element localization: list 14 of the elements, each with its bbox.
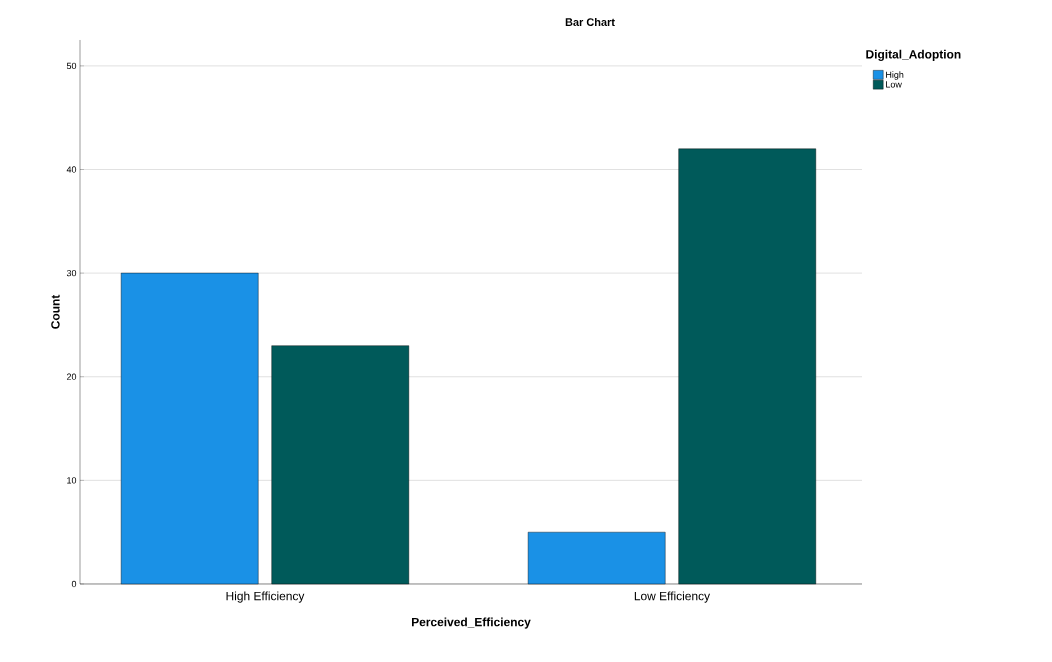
x-tick-label: High Efficiency xyxy=(226,591,305,603)
y-tick-label: 50 xyxy=(66,62,77,70)
y-tick-label: 20 xyxy=(66,373,77,380)
chart-title: Bar Chart xyxy=(565,17,615,27)
x-tick-label: Low Efficiency xyxy=(634,591,711,603)
y-tick-label: 40 xyxy=(66,166,77,173)
x-axis-title: Perceived_Efficiency xyxy=(412,617,531,629)
y-axis-title: Count xyxy=(51,294,60,329)
y-tick-label: 0 xyxy=(71,580,77,588)
y-tick-label: 30 xyxy=(66,269,77,277)
legend-title: Digital_Adoption xyxy=(866,49,961,61)
y-tick-label: 10 xyxy=(67,477,77,484)
legend-label: High xyxy=(886,71,904,80)
legend-label: Low xyxy=(886,81,902,88)
